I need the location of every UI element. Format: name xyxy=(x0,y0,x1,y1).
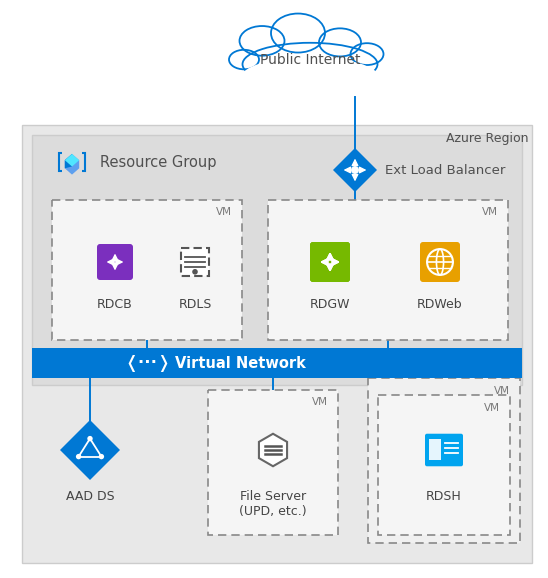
Text: VM: VM xyxy=(484,403,500,413)
FancyBboxPatch shape xyxy=(425,434,463,466)
Bar xyxy=(208,390,338,535)
Text: VM: VM xyxy=(494,386,510,396)
Ellipse shape xyxy=(241,57,379,98)
Bar xyxy=(368,378,520,543)
Bar xyxy=(32,348,522,378)
Text: Virtual Network: Virtual Network xyxy=(175,355,306,370)
Text: RDCB: RDCB xyxy=(97,298,133,311)
Ellipse shape xyxy=(229,50,259,69)
Text: AAD DS: AAD DS xyxy=(66,490,115,503)
Polygon shape xyxy=(65,154,79,166)
Polygon shape xyxy=(65,154,72,168)
Text: VM: VM xyxy=(216,207,232,217)
FancyBboxPatch shape xyxy=(310,242,350,282)
Circle shape xyxy=(351,166,359,174)
Circle shape xyxy=(87,436,93,441)
Bar xyxy=(32,135,522,385)
Text: Resource Group: Resource Group xyxy=(100,154,216,169)
Polygon shape xyxy=(60,420,120,480)
Circle shape xyxy=(99,454,104,460)
Circle shape xyxy=(192,269,198,275)
Text: RDLS: RDLS xyxy=(178,298,212,311)
Ellipse shape xyxy=(351,43,384,65)
Polygon shape xyxy=(259,434,287,466)
Text: RDSH: RDSH xyxy=(426,490,462,503)
Text: ❬···❭: ❬···❭ xyxy=(124,354,172,372)
Text: VM: VM xyxy=(312,397,328,407)
Text: RDGW: RDGW xyxy=(310,298,350,311)
Ellipse shape xyxy=(239,26,284,55)
FancyBboxPatch shape xyxy=(181,248,209,276)
FancyBboxPatch shape xyxy=(310,242,350,282)
Bar xyxy=(22,125,532,563)
Text: VM: VM xyxy=(482,207,498,217)
Polygon shape xyxy=(65,154,79,175)
Text: Azure Region: Azure Region xyxy=(446,132,528,145)
Ellipse shape xyxy=(243,43,378,86)
Ellipse shape xyxy=(319,28,361,57)
Text: Ext Load Balancer: Ext Load Balancer xyxy=(385,164,505,176)
FancyBboxPatch shape xyxy=(97,244,133,280)
Text: Public Internet: Public Internet xyxy=(260,53,360,67)
Ellipse shape xyxy=(318,250,342,274)
Text: File Server
(UPD, etc.): File Server (UPD, etc.) xyxy=(239,490,307,518)
Bar xyxy=(268,200,508,340)
Bar xyxy=(378,395,510,535)
FancyBboxPatch shape xyxy=(420,242,460,282)
Ellipse shape xyxy=(271,13,325,53)
Circle shape xyxy=(76,454,81,460)
Bar xyxy=(429,439,441,460)
Polygon shape xyxy=(333,148,377,192)
Bar xyxy=(52,200,242,340)
Text: RDWeb: RDWeb xyxy=(417,298,463,311)
